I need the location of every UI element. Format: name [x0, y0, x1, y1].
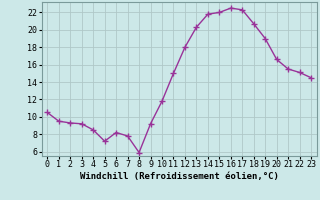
X-axis label: Windchill (Refroidissement éolien,°C): Windchill (Refroidissement éolien,°C)	[80, 172, 279, 181]
